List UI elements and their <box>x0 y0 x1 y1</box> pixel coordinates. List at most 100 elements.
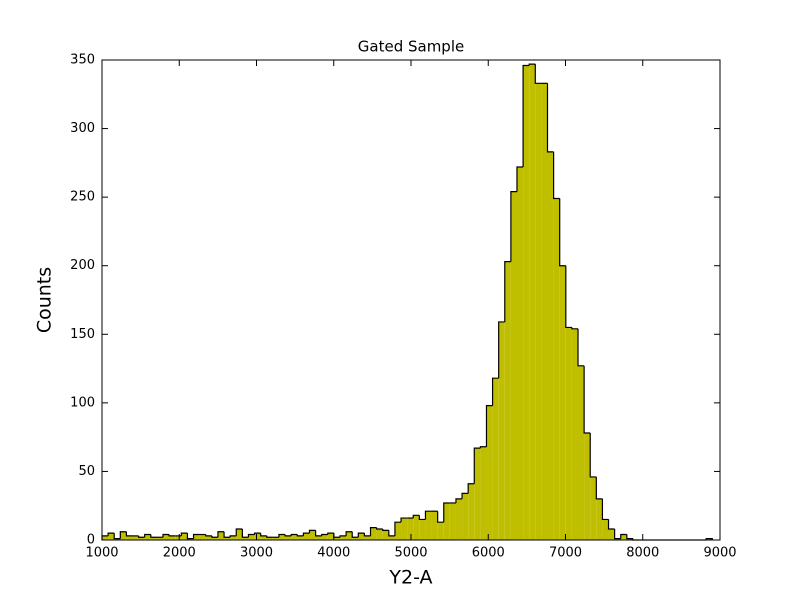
bar <box>102 535 109 540</box>
bar <box>156 537 164 540</box>
bar-outline <box>162 533 170 538</box>
bar-outline <box>614 529 621 540</box>
bar-outline <box>424 510 432 520</box>
bar-outline <box>235 528 243 536</box>
bar-outline <box>443 502 450 523</box>
bar <box>614 538 621 540</box>
bar-outline <box>388 530 395 537</box>
bar <box>504 261 511 540</box>
bar <box>315 535 322 540</box>
y-tick-label: 150 <box>70 327 95 342</box>
bar-outline <box>559 198 566 267</box>
y-tick-label: 0 <box>87 533 95 548</box>
bar <box>523 65 530 540</box>
bar-outline <box>467 483 475 494</box>
bar-outline <box>394 521 402 536</box>
bar-outline <box>589 433 597 478</box>
bar-outline <box>144 533 151 538</box>
bar-outline <box>229 535 237 538</box>
bar-outline <box>546 83 554 153</box>
bar-outline <box>412 514 420 519</box>
bar-outline <box>382 529 389 531</box>
bar <box>163 534 170 540</box>
bar <box>272 537 279 540</box>
bar <box>199 534 206 540</box>
bar <box>480 446 487 540</box>
bar-outline <box>473 447 481 484</box>
bar <box>376 529 383 540</box>
bar-outline <box>113 533 121 540</box>
bar <box>108 533 115 540</box>
bar <box>297 535 304 540</box>
bar <box>443 502 450 540</box>
bar <box>175 535 182 540</box>
bar-outline <box>516 166 524 192</box>
bar <box>468 483 475 540</box>
bar <box>236 529 243 540</box>
bar-outline <box>479 446 487 449</box>
bar-outline <box>400 517 408 523</box>
bar <box>498 321 505 540</box>
bar-outline <box>577 328 585 367</box>
bar <box>169 535 176 540</box>
bar <box>626 538 633 540</box>
bar <box>578 365 585 540</box>
y-tick-label: 350 <box>70 53 95 68</box>
bar-outline <box>437 511 444 523</box>
bar-outline <box>107 532 115 536</box>
bar <box>425 511 432 540</box>
bar <box>462 493 469 540</box>
bar <box>211 537 218 540</box>
bar-outline <box>339 535 347 538</box>
y-tick-label: 250 <box>70 190 95 205</box>
bar-outline <box>278 533 286 538</box>
bar <box>120 531 127 540</box>
bar <box>266 537 273 540</box>
bar <box>492 378 499 540</box>
bar <box>596 498 603 540</box>
x-tick-label: 3000 <box>240 546 273 561</box>
bar <box>217 531 225 540</box>
bar-outline <box>595 476 603 500</box>
bar <box>327 533 334 540</box>
x-tick-label: 2000 <box>163 546 196 561</box>
bar-outline <box>125 531 133 537</box>
bar-outline <box>327 532 334 535</box>
bar <box>340 535 347 540</box>
bar <box>394 522 402 540</box>
bar-outline <box>241 529 249 538</box>
bar-outline <box>571 327 579 330</box>
bar-outline <box>211 535 218 538</box>
y-tick-label: 200 <box>70 258 95 273</box>
bar <box>510 191 517 540</box>
bar-outline <box>296 534 304 537</box>
bar <box>474 448 481 540</box>
x-tick-label: 8000 <box>626 546 659 561</box>
bar <box>449 502 456 540</box>
bar <box>224 537 231 540</box>
bar-outline <box>705 538 713 540</box>
bar-outline <box>369 527 377 536</box>
bar-outline <box>504 261 511 322</box>
bar <box>333 537 341 540</box>
bar <box>309 530 316 540</box>
bar-outline <box>534 64 542 84</box>
bar <box>230 535 237 540</box>
bar-outline <box>528 63 536 66</box>
bar <box>278 534 286 540</box>
x-tick-label: 7000 <box>549 546 582 561</box>
bar <box>254 533 261 540</box>
bar-outline <box>266 535 273 538</box>
bar-outline <box>498 321 505 379</box>
bar <box>291 534 298 540</box>
bar <box>150 537 157 540</box>
bar <box>486 405 493 540</box>
bar-outline <box>565 265 572 329</box>
bar-outline <box>345 531 353 536</box>
y-tick-label: 100 <box>70 395 95 410</box>
y-tick-label: 300 <box>70 121 95 136</box>
bar <box>407 518 414 540</box>
bar <box>370 527 377 540</box>
x-tick-label: 1000 <box>85 546 118 561</box>
